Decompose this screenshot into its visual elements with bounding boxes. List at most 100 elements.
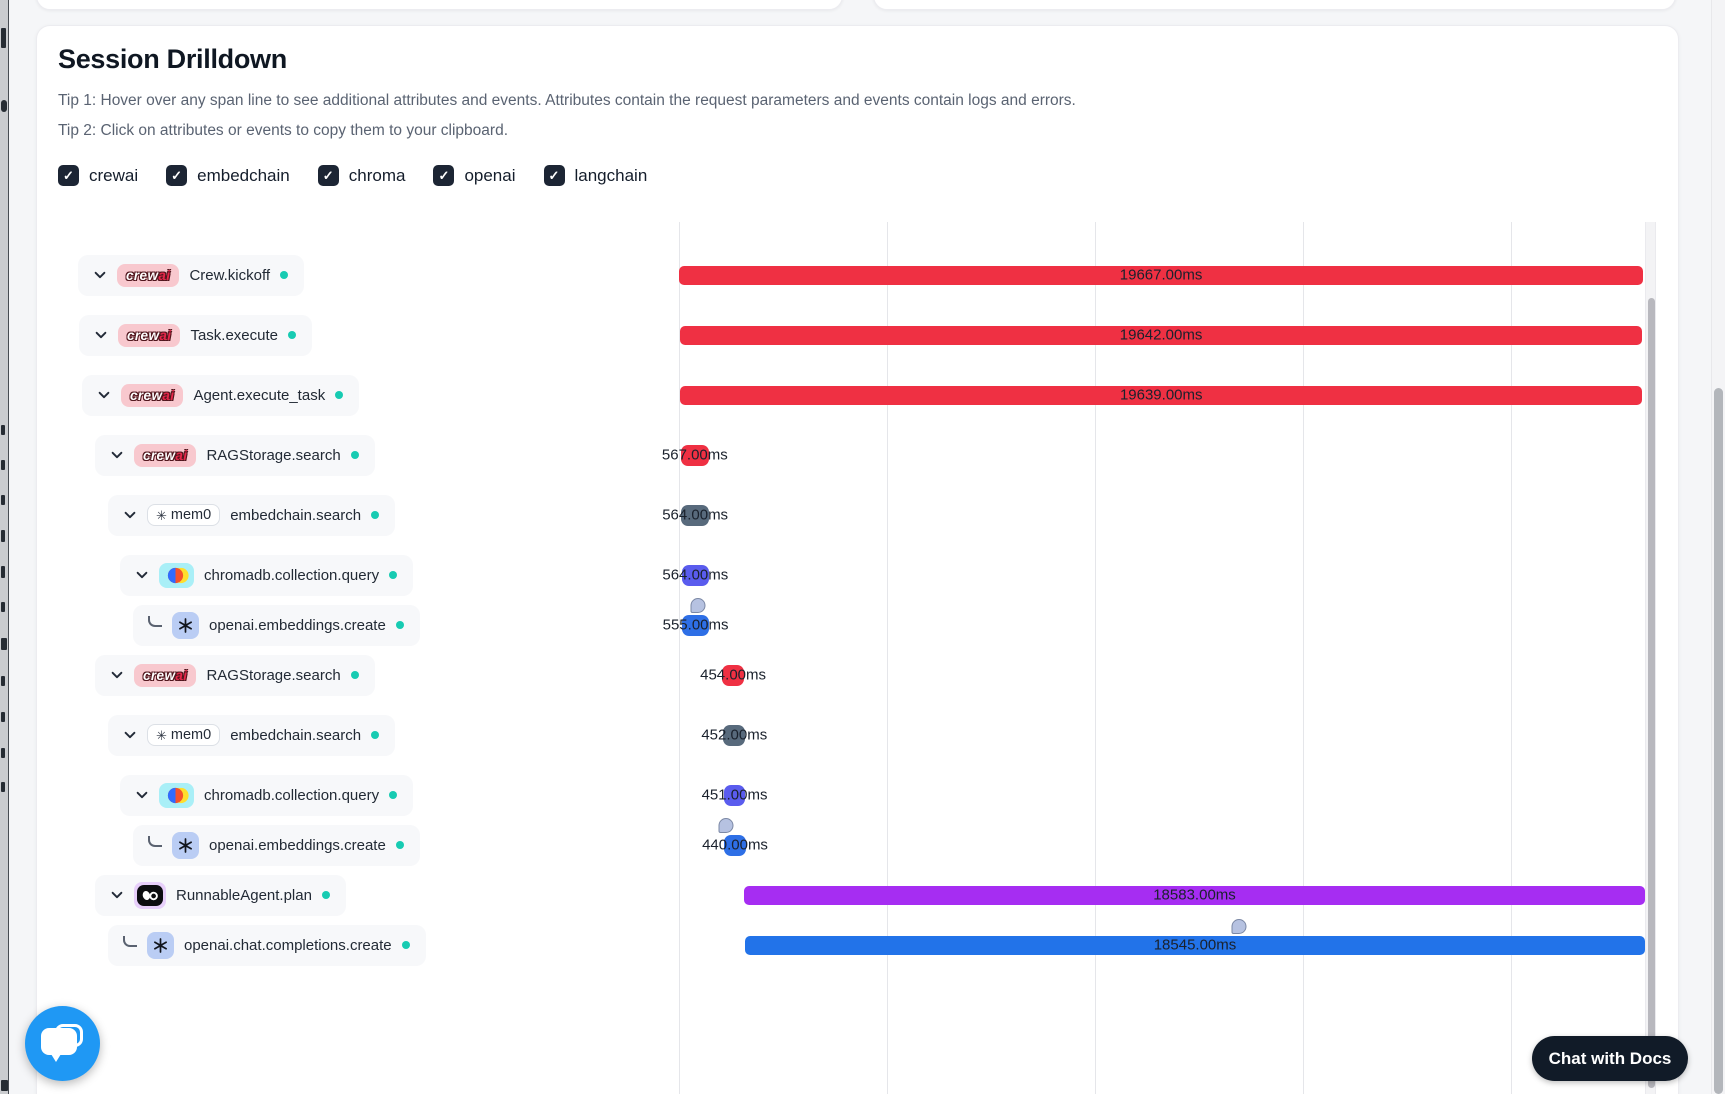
- chat-widget-button[interactable]: [25, 1006, 100, 1081]
- chart-scrollbar-thumb[interactable]: [1648, 298, 1655, 1088]
- filter-openai[interactable]: ✓ openai: [433, 165, 516, 186]
- chevron-down-icon[interactable]: [110, 888, 124, 902]
- chevron-down-icon[interactable]: [110, 448, 124, 462]
- filter-crewai[interactable]: ✓ crewai: [58, 165, 138, 186]
- status-dot: [371, 731, 380, 739]
- span-bar[interactable]: [721, 664, 745, 686]
- span-row-agent-execute-task[interactable]: crew ai Agent.execute_task: [82, 374, 360, 416]
- span-row-embedchain-search[interactable]: ✳ mem0 embedchain.search: [108, 714, 396, 756]
- span-bar[interactable]: [723, 784, 746, 806]
- span-bar[interactable]: [743, 885, 1646, 905]
- span-row-openai-embeddings-create[interactable]: openai.embeddings.create: [133, 604, 420, 646]
- chat-bubble-icon: [41, 1028, 77, 1062]
- span-bar[interactable]: [679, 325, 1643, 345]
- span-row-crew-kickoff[interactable]: crew ai Crew.kickoff: [78, 254, 305, 296]
- span-bar[interactable]: [682, 614, 710, 636]
- checkbox-icon[interactable]: ✓: [433, 165, 455, 186]
- span-row-ragstorage-search[interactable]: crew ai RAGStorage.search: [95, 434, 375, 476]
- event-bubble-icon[interactable]: [690, 597, 706, 613]
- status-dot: [335, 391, 344, 399]
- page-scrollbar-track[interactable]: [1711, 0, 1725, 1094]
- crewai-logo: crew ai: [121, 383, 184, 407]
- chevron-down-icon[interactable]: [110, 668, 124, 682]
- chevron-down-icon[interactable]: [93, 268, 107, 282]
- span-label: RAGStorage.search: [206, 666, 341, 684]
- page-title: Session Drilldown: [58, 44, 287, 74]
- span-label: Task.execute: [190, 326, 278, 344]
- span-bar[interactable]: [723, 724, 746, 746]
- span-bar[interactable]: [724, 834, 746, 856]
- chromadb-logo: [159, 782, 194, 808]
- gridline: [1511, 222, 1512, 1094]
- filter-label: crewai: [89, 165, 139, 185]
- span-bar[interactable]: [680, 444, 709, 466]
- checkbox-icon[interactable]: ✓: [543, 165, 565, 186]
- span-row-ragstorage-search[interactable]: crew ai RAGStorage.search: [95, 654, 375, 696]
- status-dot: [321, 891, 330, 899]
- chevron-down-icon[interactable]: [135, 568, 149, 582]
- span-bar[interactable]: [681, 564, 710, 586]
- tree-elbow-icon: [147, 616, 162, 627]
- span-label: openai.chat.completions.create: [184, 936, 392, 954]
- status-dot: [395, 841, 404, 849]
- span-label: embedchain.search: [230, 506, 362, 524]
- span-row-chromadb-collection-query[interactable]: chromadb.collection.query: [120, 554, 414, 596]
- crewai-logo: crew ai: [117, 263, 180, 287]
- span-label: openai.embeddings.create: [209, 616, 386, 634]
- status-dot: [287, 331, 296, 339]
- span-bar[interactable]: [745, 935, 1645, 955]
- span-row-openai-chat-completions-create[interactable]: openai.chat.completions.create: [108, 924, 426, 966]
- span-row-openai-embeddings-create[interactable]: openai.embeddings.create: [133, 824, 420, 866]
- filter-chroma[interactable]: ✓ chroma: [317, 165, 406, 186]
- chevron-down-icon[interactable]: [123, 728, 137, 742]
- filter-label: langchain: [574, 165, 648, 185]
- span-row-embedchain-search[interactable]: ✳ mem0 embedchain.search: [108, 494, 396, 536]
- openai-logo: [172, 831, 199, 859]
- mem0-knot-icon: ✳: [156, 727, 167, 743]
- chevron-down-icon[interactable]: [97, 388, 111, 402]
- chevron-down-icon[interactable]: [135, 788, 149, 802]
- span-bar[interactable]: [681, 504, 709, 526]
- tree-elbow-icon: [122, 936, 137, 947]
- langchain-logo: [134, 881, 166, 909]
- span-bar[interactable]: [680, 385, 1643, 405]
- span-row-task-execute[interactable]: crew ai Task.execute: [79, 314, 312, 356]
- checkmark-icon: ✓: [438, 168, 450, 183]
- filter-label: embedchain: [197, 165, 290, 185]
- mem0-logo: ✳ mem0: [147, 504, 221, 526]
- filter-embedchain[interactable]: ✓ embedchain: [166, 165, 290, 186]
- event-bubble-icon[interactable]: [1231, 918, 1247, 934]
- event-bubble-icon[interactable]: [718, 817, 734, 833]
- checkbox-icon[interactable]: ✓: [317, 165, 339, 186]
- span-label: chromadb.collection.query: [204, 566, 380, 584]
- checkmark-icon: ✓: [322, 168, 334, 183]
- gridline: [679, 222, 680, 1094]
- filter-bar: ✓ crewai ✓ embedchain ✓ chroma ✓ openai …: [58, 165, 647, 186]
- span-row-chromadb-collection-query[interactable]: chromadb.collection.query: [120, 774, 414, 816]
- mem0-logo: ✳ mem0: [147, 724, 221, 746]
- page-scrollbar-thumb[interactable]: [1714, 388, 1723, 1094]
- status-dot: [280, 271, 289, 279]
- filter-label: openai: [464, 165, 516, 185]
- span-label: openai.embeddings.create: [209, 836, 386, 854]
- checkbox-icon[interactable]: ✓: [58, 165, 79, 186]
- status-dot: [401, 941, 410, 949]
- clipped-left-column: [0, 0, 9, 1094]
- partial-card-above-left: [36, 0, 843, 10]
- checkbox-icon[interactable]: ✓: [166, 165, 188, 186]
- filter-langchain[interactable]: ✓ langchain: [543, 165, 648, 186]
- chat-with-docs-button[interactable]: Chat with Docs: [1532, 1036, 1688, 1081]
- chart-scrollbar-track[interactable]: [1645, 222, 1656, 1094]
- span-bar[interactable]: [679, 265, 1644, 285]
- span-label: embedchain.search: [230, 726, 362, 744]
- openai-knot-icon: [179, 837, 192, 853]
- crewai-logo: crew ai: [118, 323, 181, 347]
- chroma-circles-icon: [167, 567, 189, 583]
- span-label: Crew.kickoff: [189, 266, 271, 284]
- filter-label: chroma: [348, 165, 406, 185]
- chevron-down-icon[interactable]: [94, 328, 108, 342]
- chroma-circles-icon: [167, 787, 189, 803]
- span-row-runnableagent-plan[interactable]: RunnableAgent.plan: [95, 874, 346, 916]
- checkmark-icon: ✓: [63, 168, 74, 183]
- chevron-down-icon[interactable]: [123, 508, 137, 522]
